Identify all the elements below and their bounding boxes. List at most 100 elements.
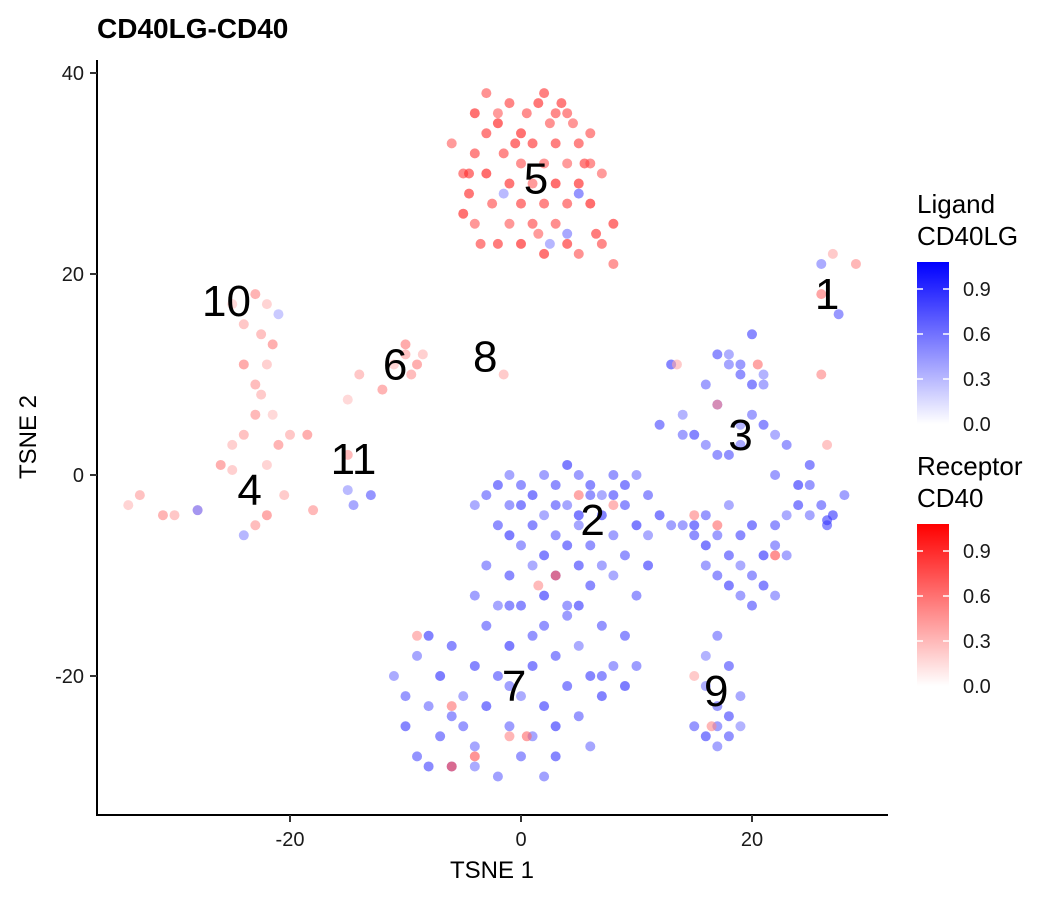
ligand-point <box>492 671 503 681</box>
ligand-point <box>677 409 688 420</box>
ligand-point <box>516 500 526 511</box>
ligand-point <box>654 419 665 430</box>
receptor-point <box>527 138 538 149</box>
ligand-point <box>539 510 550 521</box>
legend-subtitle: CD40LG <box>917 221 1018 251</box>
cluster-label: 7 <box>502 662 526 711</box>
ligand-point <box>712 449 723 460</box>
ligand-point <box>562 228 573 239</box>
ligand-point <box>723 500 734 511</box>
ligand-point <box>712 570 723 581</box>
ligand-point <box>504 640 515 651</box>
legend-tick-label: 0.0 <box>963 676 991 698</box>
receptor-point <box>585 128 596 139</box>
ligand-point <box>481 560 492 571</box>
ligand-point <box>833 309 844 320</box>
ligand-point <box>238 530 249 541</box>
receptor-point <box>671 359 682 370</box>
ligand-point <box>423 761 434 772</box>
ligand-point <box>539 590 550 601</box>
legend-colorbar <box>917 262 949 424</box>
ligand-point <box>723 731 734 742</box>
ligand-point <box>770 429 781 440</box>
legend-tick-label: 0.6 <box>963 586 991 608</box>
ligand-point <box>723 359 734 370</box>
ligand-point <box>573 470 584 480</box>
ligand-point <box>469 741 480 752</box>
x-tick-label: 0 <box>515 829 526 851</box>
y-tick-label: 0 <box>73 465 84 487</box>
ligand-point <box>516 480 526 491</box>
receptor-point <box>481 128 492 139</box>
receptor-point <box>521 108 532 119</box>
ligand-point <box>747 570 757 581</box>
receptor-point <box>250 520 261 531</box>
ligand-point <box>631 470 642 480</box>
ligand-point <box>723 550 734 561</box>
receptor-point <box>342 394 353 405</box>
ligand-point <box>781 510 792 521</box>
ligand-point <box>643 490 654 501</box>
cluster-label: 6 <box>383 340 407 389</box>
ligand-point <box>608 660 619 671</box>
ligand-point <box>689 721 700 732</box>
ligand-point <box>781 550 792 561</box>
ligand-point <box>677 520 688 531</box>
receptor-point <box>227 299 238 310</box>
receptor-point <box>596 238 607 249</box>
receptor-point <box>469 148 480 159</box>
ligand-point <box>539 620 550 631</box>
legend-tick-label: 0.0 <box>963 414 991 436</box>
receptor-point <box>562 108 573 119</box>
receptor-point <box>481 168 492 179</box>
receptor-point <box>342 449 353 460</box>
x-tick-label: 20 <box>741 829 763 851</box>
ligand-point <box>504 600 515 611</box>
ligand-point <box>631 590 642 601</box>
ligand-point <box>654 510 665 521</box>
ligand-point <box>492 480 503 491</box>
ligand-point <box>758 419 769 430</box>
ligand-point <box>400 691 411 702</box>
receptor-point <box>279 490 290 501</box>
ligand-point <box>700 731 711 742</box>
receptor-point <box>516 158 526 169</box>
receptor-point <box>285 429 295 440</box>
ligand-point <box>723 449 734 460</box>
receptor-point <box>412 630 423 641</box>
receptor-point <box>567 118 578 129</box>
ligand-point <box>446 640 457 651</box>
ligand-point <box>619 550 630 561</box>
legend-subtitle: CD40 <box>917 483 983 513</box>
ligand-point <box>735 419 746 430</box>
ligand-point <box>619 681 630 692</box>
receptor-point <box>446 761 457 772</box>
cluster-label: 10 <box>202 277 251 326</box>
receptor-point <box>516 238 526 249</box>
receptor-point <box>308 505 319 516</box>
receptor-point <box>446 701 457 712</box>
receptor-point <box>527 218 538 229</box>
receptor-point <box>464 188 475 199</box>
ligand-point <box>700 560 711 571</box>
ligand-point <box>365 490 376 501</box>
ligand-point <box>758 379 769 390</box>
receptor-point <box>157 510 168 521</box>
ligand-point <box>804 459 815 470</box>
receptor-point <box>256 329 267 340</box>
ligand-point <box>700 379 711 390</box>
ligand-point <box>504 470 515 480</box>
ligand-point <box>412 650 423 661</box>
ligand-point <box>712 530 723 541</box>
ligand-point <box>666 520 677 531</box>
ligand-point <box>562 540 573 551</box>
receptor-point <box>215 459 226 470</box>
ligand-point <box>735 560 746 571</box>
receptor-point <box>492 238 503 249</box>
receptor-point <box>573 138 584 149</box>
ligand-point <box>527 490 538 501</box>
receptor-point <box>573 248 584 259</box>
ligand-point <box>822 515 833 526</box>
receptor-point <box>504 218 515 229</box>
